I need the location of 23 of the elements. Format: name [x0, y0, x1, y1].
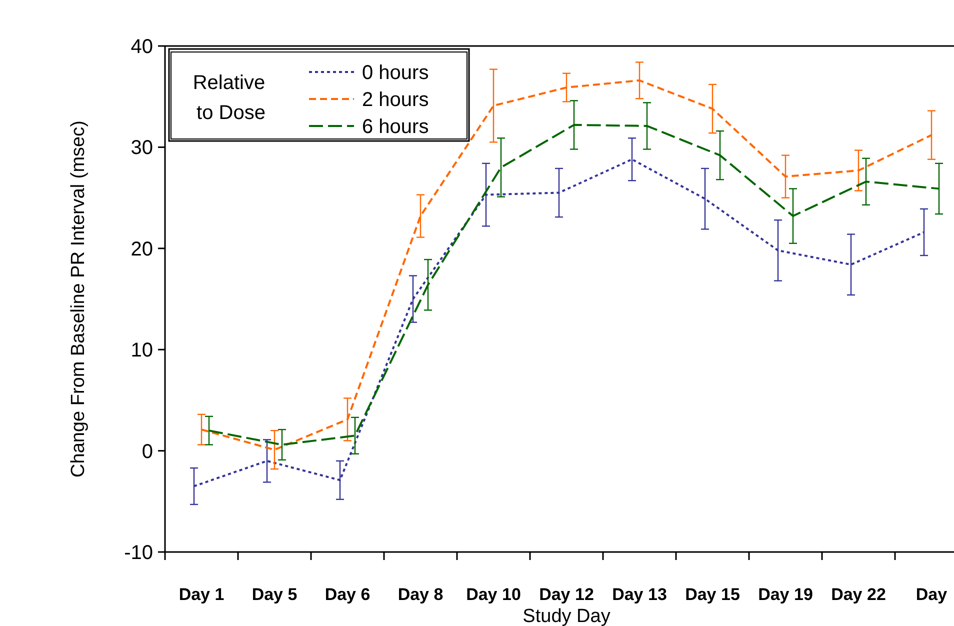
- x-tick-label: Day 6: [324, 585, 370, 604]
- y-axis-title: Change From Baseline PR Interval (msec): [68, 120, 89, 478]
- x-tick-label: Day 13: [612, 585, 667, 604]
- x-tick-label: Day: [916, 585, 948, 604]
- y-tick-label: 40: [130, 36, 153, 58]
- y-tick-label: 0: [142, 440, 153, 463]
- y-tick-label: 20: [130, 238, 153, 260]
- x-tick-label: Day 10: [466, 585, 521, 604]
- x-tick-label: Day 1: [178, 585, 224, 604]
- legend-title: Relative to Dose: [192, 72, 266, 124]
- legend-label: 2 hours: [362, 89, 429, 111]
- y-tick-label: -10: [124, 542, 153, 564]
- legend-label: 6 hours: [362, 116, 429, 138]
- y-tick-label: 10: [130, 340, 153, 362]
- legend-label: 0 hours: [362, 62, 429, 84]
- y-tick-label: 30: [130, 137, 153, 160]
- x-tick-label: Day 15: [685, 585, 740, 604]
- x-tick-label: Day 8: [398, 585, 444, 604]
- x-tick-label: Day 22: [831, 585, 886, 604]
- x-tick-label: Day 12: [539, 585, 594, 604]
- x-tick-label: Day 19: [758, 585, 813, 604]
- x-axis-title: Study Day: [522, 606, 611, 626]
- x-tick-label: Day 5: [252, 585, 298, 604]
